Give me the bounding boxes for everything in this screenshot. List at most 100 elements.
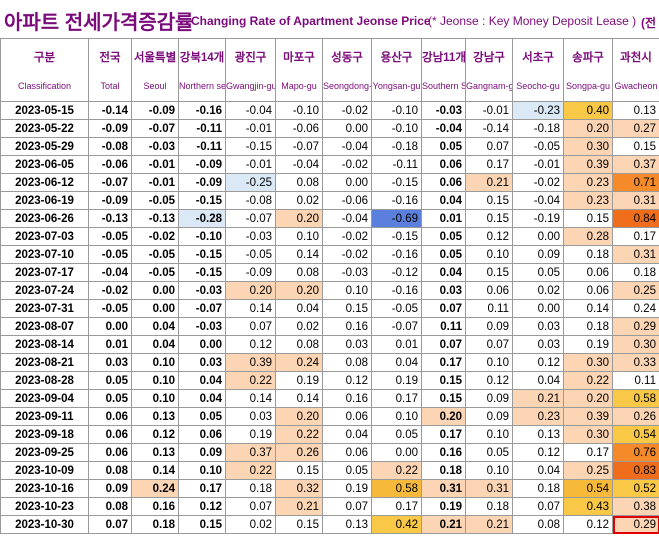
value-cell[interactable]: -0.07 [178, 299, 226, 318]
value-cell[interactable]: 0.08 [88, 461, 132, 480]
value-cell[interactable]: 0.21 [421, 515, 466, 534]
value-cell[interactable]: -0.05 [512, 137, 564, 156]
value-cell[interactable]: -0.15 [178, 245, 226, 264]
value-cell[interactable]: 0.08 [275, 263, 323, 282]
value-cell[interactable]: -0.02 [512, 173, 564, 192]
value-cell[interactable]: -0.15 [178, 263, 226, 282]
value-cell[interactable]: -0.10 [371, 119, 422, 138]
value-cell[interactable]: 0.04 [178, 371, 226, 390]
value-cell[interactable]: -0.11 [178, 119, 226, 138]
value-cell[interactable]: 0.09 [512, 245, 564, 264]
value-cell[interactable]: -0.07 [225, 209, 276, 228]
value-cell[interactable]: -0.16 [371, 191, 422, 210]
value-cell[interactable]: 0.05 [371, 425, 422, 444]
value-cell[interactable]: 0.71 [612, 173, 659, 192]
value-cell[interactable]: 0.08 [322, 353, 372, 372]
value-cell[interactable]: 0.10 [465, 425, 513, 444]
value-cell[interactable]: 0.10 [465, 461, 513, 480]
value-cell[interactable]: 0.12 [563, 515, 613, 534]
value-cell[interactable]: 0.15 [465, 191, 513, 210]
value-cell[interactable]: 0.15 [563, 209, 613, 228]
value-cell[interactable]: 0.31 [465, 479, 513, 498]
value-cell[interactable]: -0.04 [225, 101, 276, 120]
value-cell[interactable]: 0.06 [178, 425, 226, 444]
value-cell[interactable]: 0.13 [131, 407, 179, 426]
value-cell[interactable]: 0.83 [612, 461, 659, 480]
value-cell[interactable]: 0.09 [88, 479, 132, 498]
value-cell[interactable]: -0.04 [88, 263, 132, 282]
value-cell[interactable]: 0.33 [612, 353, 659, 372]
value-cell[interactable]: 0.39 [225, 353, 276, 372]
value-cell[interactable]: 0.07 [421, 299, 466, 318]
value-cell[interactable]: -0.15 [371, 227, 422, 246]
value-cell[interactable]: 0.04 [512, 461, 564, 480]
value-cell[interactable]: 0.37 [225, 443, 276, 462]
value-cell[interactable]: 0.15 [322, 299, 372, 318]
value-cell[interactable]: 0.37 [612, 155, 659, 174]
value-cell[interactable]: 0.32 [275, 479, 323, 498]
value-cell[interactable]: -0.02 [322, 245, 372, 264]
value-cell[interactable]: 0.17 [178, 479, 226, 498]
value-cell[interactable]: 0.21 [512, 389, 564, 408]
value-cell[interactable]: 0.31 [612, 191, 659, 210]
value-cell[interactable]: 0.07 [225, 317, 276, 336]
value-cell[interactable]: 0.07 [88, 515, 132, 534]
value-cell[interactable]: -0.03 [322, 263, 372, 282]
value-cell[interactable]: 0.18 [225, 479, 276, 498]
value-cell[interactable]: 0.03 [512, 335, 564, 354]
value-cell[interactable]: -0.08 [88, 137, 132, 156]
value-cell[interactable]: 0.19 [275, 371, 323, 390]
value-cell[interactable]: 0.02 [512, 281, 564, 300]
value-cell[interactable]: 0.03 [178, 353, 226, 372]
value-cell[interactable]: 0.05 [88, 371, 132, 390]
value-cell[interactable]: -0.07 [371, 317, 422, 336]
value-cell[interactable]: -0.10 [275, 101, 323, 120]
value-cell[interactable]: 0.28 [563, 227, 613, 246]
value-cell[interactable]: -0.15 [371, 173, 422, 192]
value-cell[interactable]: 0.15 [178, 515, 226, 534]
value-cell[interactable]: -0.04 [322, 209, 372, 228]
value-cell[interactable]: 0.25 [612, 281, 659, 300]
value-cell[interactable]: 0.23 [563, 173, 613, 192]
value-cell[interactable]: 0.11 [612, 371, 659, 390]
value-cell[interactable]: 0.30 [563, 425, 613, 444]
value-cell[interactable]: 0.19 [225, 425, 276, 444]
value-cell[interactable]: 0.06 [322, 407, 372, 426]
value-cell[interactable]: 0.21 [465, 515, 513, 534]
value-cell[interactable]: 0.40 [563, 101, 613, 120]
value-cell[interactable]: 0.01 [421, 209, 466, 228]
value-cell[interactable]: -0.18 [371, 137, 422, 156]
value-cell[interactable]: 0.20 [563, 119, 613, 138]
value-cell[interactable]: 0.12 [322, 371, 372, 390]
value-cell[interactable]: -0.04 [322, 137, 372, 156]
value-cell[interactable]: 0.00 [512, 299, 564, 318]
value-cell[interactable]: 0.58 [612, 389, 659, 408]
value-cell[interactable]: 0.09 [465, 389, 513, 408]
value-cell[interactable]: 0.08 [275, 173, 323, 192]
value-cell[interactable]: 0.04 [421, 263, 466, 282]
value-cell[interactable]: 0.19 [322, 479, 372, 498]
value-cell[interactable]: 0.09 [465, 407, 513, 426]
value-cell[interactable]: 0.00 [322, 173, 372, 192]
value-cell[interactable]: 0.17 [421, 425, 466, 444]
value-cell[interactable]: 0.20 [275, 209, 323, 228]
value-cell[interactable]: 0.84 [612, 209, 659, 228]
value-cell[interactable]: 0.29 [612, 317, 659, 336]
value-cell[interactable]: 0.12 [178, 497, 226, 516]
value-cell[interactable]: 0.16 [322, 389, 372, 408]
value-cell[interactable]: -0.10 [178, 227, 226, 246]
value-cell[interactable]: -0.16 [178, 101, 226, 120]
value-cell[interactable]: 0.00 [322, 119, 372, 138]
value-cell[interactable]: -0.09 [131, 101, 179, 120]
value-cell[interactable]: -0.05 [131, 191, 179, 210]
value-cell[interactable]: 0.24 [131, 479, 179, 498]
value-cell[interactable]: -0.05 [371, 299, 422, 318]
value-cell[interactable]: -0.69 [371, 209, 422, 228]
value-cell[interactable]: 0.15 [275, 461, 323, 480]
value-cell[interactable]: 0.14 [131, 461, 179, 480]
value-cell[interactable]: 0.16 [421, 443, 466, 462]
value-cell[interactable]: 0.23 [512, 407, 564, 426]
value-cell[interactable]: -0.07 [88, 173, 132, 192]
value-cell[interactable]: 0.38 [612, 497, 659, 516]
value-cell[interactable]: -0.18 [512, 119, 564, 138]
